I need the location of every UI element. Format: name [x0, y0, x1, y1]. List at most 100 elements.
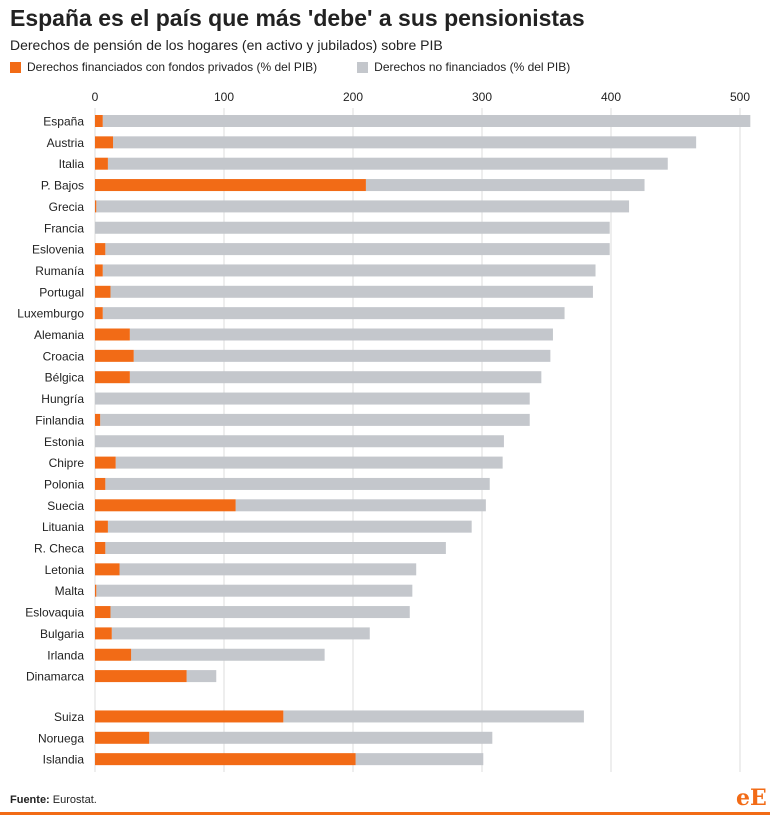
- x-tick-label-0: 0: [92, 90, 99, 104]
- bar-unfunded-eslovenia: [105, 243, 610, 256]
- category-label-estonia: Estonia: [44, 435, 84, 449]
- category-label-luxemburgo: Luxemburgo: [17, 307, 84, 321]
- logo-second: E: [750, 785, 767, 811]
- legend: Derechos financiados con fondos privados…: [10, 60, 610, 74]
- category-label-suecia: Suecia: [47, 499, 84, 513]
- bar-private-chipre: [95, 456, 116, 469]
- legend-label-private: Derechos financiados con fondos privados…: [27, 60, 318, 74]
- bar-unfunded-austria: [113, 136, 697, 149]
- legend-item-unfunded: Derechos no financiados (% del PIB): [357, 60, 570, 74]
- bar-unfunded-noruega: [149, 731, 493, 744]
- bar-unfunded-r-checa: [105, 542, 446, 554]
- bar-chart: 0 100 200 300 400 500 España Austria Italia P. Ba…: [17, 90, 751, 772]
- x-tick-label-200: 200: [343, 90, 363, 104]
- category-label-bélgica: Bélgica: [45, 371, 85, 385]
- bar-unfunded-grecia: [96, 200, 630, 213]
- bar-private-p-bajos: [95, 179, 366, 192]
- source-value: Eurostat.: [52, 794, 97, 806]
- bar-private-noruega: [95, 731, 150, 744]
- bar-unfunded-suecia: [235, 499, 486, 512]
- bar-private-bélgica: [95, 371, 130, 384]
- logo-first: e: [736, 785, 750, 811]
- bar-unfunded-rumanía: [102, 264, 596, 277]
- bar-unfunded-dinamarca: [186, 670, 217, 683]
- legend-item-private: Derechos financiados con fondos privados…: [10, 60, 317, 74]
- bar-unfunded-malta: [96, 584, 413, 597]
- footer-source: Fuente: Eurostat.: [10, 794, 97, 806]
- bar-private-alemania: [95, 328, 130, 341]
- category-label-dinamarca: Dinamarca: [26, 670, 84, 684]
- category-label-irlanda: Irlanda: [47, 648, 84, 662]
- category-label-chipre: Chipre: [49, 456, 85, 470]
- category-label-r-checa: R. Checa: [34, 542, 84, 556]
- legend-label-unfunded: Derechos no financiados (% del PIB): [374, 60, 571, 74]
- bar-unfunded-luxemburgo: [102, 307, 565, 320]
- bar-private-dinamarca: [95, 670, 187, 683]
- source-label: Fuente:: [10, 794, 50, 806]
- category-label-alemania: Alemania: [34, 328, 84, 342]
- x-tick-label-300: 300: [472, 90, 492, 104]
- category-label-bulgaria: Bulgaria: [40, 627, 84, 641]
- bar-unfunded-croacia: [133, 349, 551, 362]
- bar-unfunded-italia: [107, 157, 668, 170]
- bar-private-r-checa: [95, 542, 106, 554]
- bar-unfunded-letonia: [119, 563, 417, 576]
- category-label-letonia: Letonia: [45, 563, 85, 577]
- bottom-accent-line: [0, 812, 770, 815]
- bar-private-eslovaquia: [95, 606, 111, 619]
- bar-unfunded-irlanda: [131, 648, 325, 661]
- chart-title: España es el país que más 'debe' a sus p…: [10, 5, 585, 31]
- bar-private-eslovenia: [95, 243, 106, 256]
- category-label-españa: España: [43, 115, 84, 129]
- category-label-austria: Austria: [47, 136, 85, 150]
- category-label-lituania: Lituania: [42, 520, 84, 534]
- category-label-rumanía: Rumanía: [35, 264, 84, 278]
- category-label-italia: Italia: [59, 157, 85, 171]
- category-label-portugal: Portugal: [39, 285, 84, 299]
- category-label-p-bajos: P. Bajos: [41, 179, 84, 193]
- bar-private-irlanda: [95, 648, 132, 661]
- category-label-malta: Malta: [55, 584, 85, 598]
- category-label-islandia: Islandia: [43, 753, 85, 767]
- bar-unfunded-bulgaria: [111, 627, 370, 640]
- bar-unfunded-estonia: [95, 435, 504, 448]
- bar-private-suecia: [95, 499, 236, 512]
- category-label-finlandia: Finlandia: [35, 413, 84, 427]
- bar-unfunded-hungría: [95, 392, 530, 405]
- category-label-polonia: Polonia: [44, 477, 84, 491]
- bar-private-letonia: [95, 563, 120, 576]
- bar-private-croacia: [95, 349, 134, 362]
- bar-unfunded-españa: [102, 115, 751, 127]
- bar-unfunded-lituania: [107, 520, 472, 533]
- bar-unfunded-chipre: [115, 456, 503, 469]
- bar-private-bulgaria: [95, 627, 112, 640]
- category-label-croacia: Croacia: [43, 349, 85, 363]
- bar-unfunded-polonia: [105, 477, 490, 490]
- bar-unfunded-eslovaquia: [110, 606, 410, 619]
- bar-private-portugal: [95, 285, 111, 298]
- legend-swatch-private: [10, 61, 21, 73]
- brand-logo: eE: [736, 785, 767, 811]
- category-label-hungría: Hungría: [41, 392, 84, 406]
- bar-private-suiza: [95, 710, 284, 723]
- category-label-eslovenia: Eslovenia: [32, 243, 84, 257]
- x-tick-label-100: 100: [214, 90, 234, 104]
- bar-private-grecia: [95, 200, 97, 213]
- x-tick-label-400: 400: [601, 90, 621, 104]
- bar-private-italia: [95, 157, 108, 170]
- bar-private-lituania: [95, 520, 108, 533]
- bar-unfunded-finlandia: [100, 413, 530, 426]
- bar-unfunded-francia: [95, 221, 610, 234]
- legend-swatch-unfunded: [357, 61, 369, 73]
- category-label-grecia: Grecia: [49, 200, 85, 214]
- bar-unfunded-bélgica: [129, 371, 542, 384]
- bar-private-finlandia: [95, 413, 101, 426]
- bar-private-malta: [95, 584, 97, 597]
- bar-private-polonia: [95, 477, 106, 490]
- bar-private-rumanía: [95, 264, 103, 277]
- category-label-eslovaquia: Eslovaquia: [25, 606, 84, 620]
- category-label-suiza: Suiza: [54, 710, 84, 724]
- x-tick-label-500: 500: [730, 90, 750, 104]
- bar-unfunded-islandia: [355, 753, 484, 766]
- category-label-noruega: Noruega: [38, 731, 84, 745]
